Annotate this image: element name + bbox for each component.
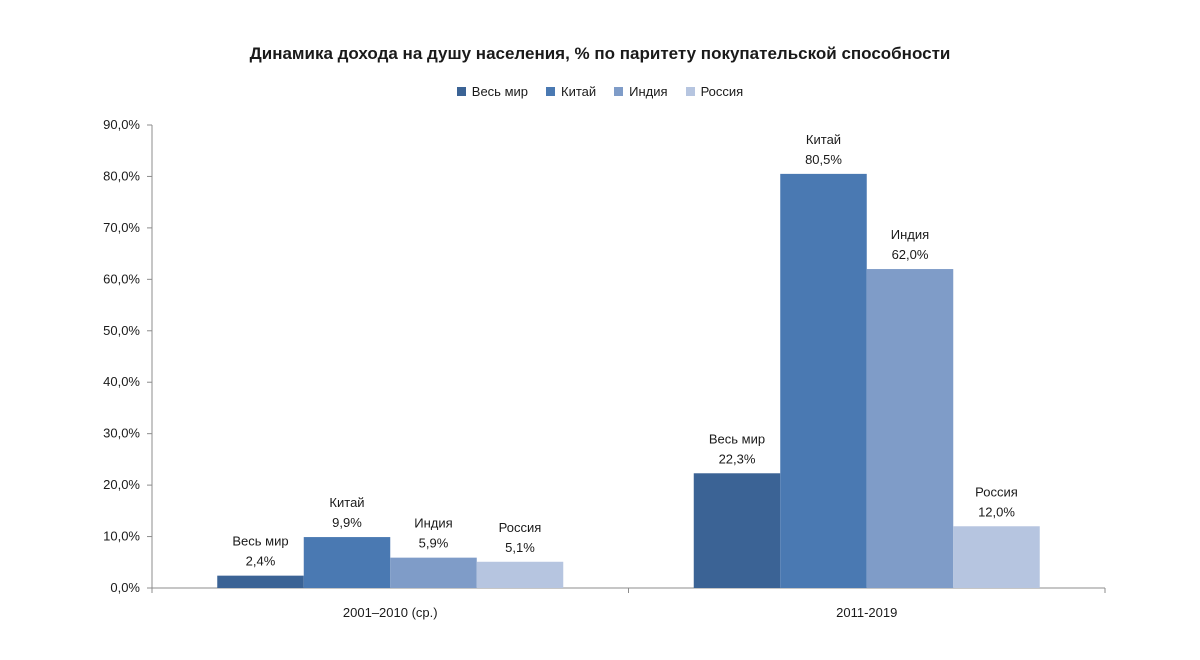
data-label-value: 62,0% xyxy=(892,247,929,262)
legend-item-world: Весь мир xyxy=(456,84,528,99)
bar xyxy=(303,537,391,588)
legend-item-india: Индия xyxy=(614,84,668,99)
legend-label-india: Индия xyxy=(629,84,668,99)
data-label-series: Весь мир xyxy=(232,534,288,549)
data-label-value: 2,4% xyxy=(246,554,276,569)
legend-label-world: Весь мир xyxy=(471,84,528,99)
data-label-series: Китай xyxy=(329,495,364,510)
y-tick-label: 70,0% xyxy=(103,220,140,235)
x-tick-label: 2001–2010 (ср.) xyxy=(343,605,438,620)
y-tick-label: 40,0% xyxy=(103,374,140,389)
data-label-series: Россия xyxy=(499,520,542,535)
data-label-series: Весь мир xyxy=(709,431,765,446)
bar xyxy=(780,173,867,588)
y-tick-label: 20,0% xyxy=(103,477,140,492)
y-tick-label: 30,0% xyxy=(103,426,140,441)
y-tick-label: 50,0% xyxy=(103,323,140,338)
legend-swatch-world xyxy=(456,87,466,96)
data-label-value: 80,5% xyxy=(805,152,842,167)
bar xyxy=(476,561,564,588)
y-tick-label: 60,0% xyxy=(103,271,140,286)
data-label-value: 5,9% xyxy=(419,536,449,551)
legend-swatch-india xyxy=(614,87,624,96)
legend-item-russia: Россия xyxy=(685,84,744,99)
bar xyxy=(390,557,477,588)
legend-swatch-russia xyxy=(685,87,695,96)
data-label-value: 12,0% xyxy=(978,504,1015,519)
chart-legend: Весь мир Китай Индия Россия xyxy=(0,84,1200,99)
bar xyxy=(953,526,1040,588)
legend-label-russia: Россия xyxy=(700,84,744,99)
data-label-value: 22,3% xyxy=(719,451,756,466)
y-tick-label: 0,0% xyxy=(110,580,140,595)
data-label-series: Индия xyxy=(891,227,929,242)
bar xyxy=(217,575,304,588)
legend-swatch-china xyxy=(546,87,555,96)
data-label-value: 9,9% xyxy=(332,515,362,530)
chart-title: Динамика дохода на душу населения, % по … xyxy=(249,44,951,63)
legend-label-china: Китай xyxy=(561,84,597,99)
y-tick-label: 10,0% xyxy=(103,529,140,544)
data-label-series: Россия xyxy=(975,484,1018,499)
data-label-series: Китай xyxy=(806,132,841,147)
y-tick-label: 80,0% xyxy=(103,168,140,183)
data-label-series: Индия xyxy=(414,516,452,531)
bar xyxy=(866,269,954,588)
legend-item-china: Китай xyxy=(546,84,596,99)
x-tick-label: 2011-2019 xyxy=(836,605,897,620)
y-tick-label: 90,0% xyxy=(103,117,140,132)
bar xyxy=(693,473,781,588)
data-label-value: 5,1% xyxy=(505,540,535,555)
